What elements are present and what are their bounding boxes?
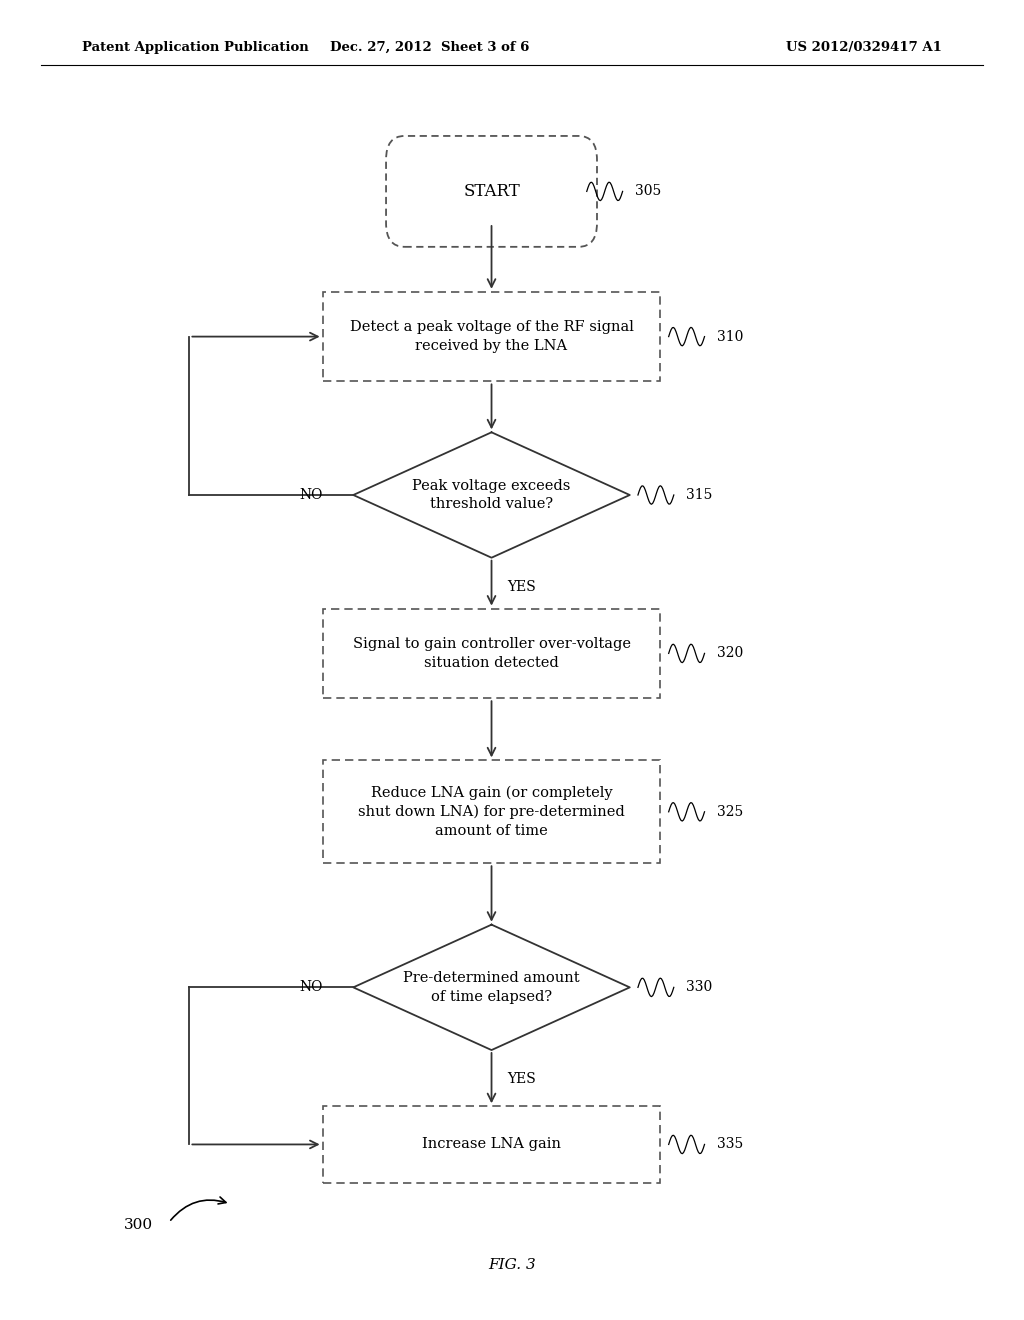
FancyBboxPatch shape xyxy=(386,136,597,247)
Text: 305: 305 xyxy=(635,185,662,198)
Text: YES: YES xyxy=(507,1072,536,1086)
Text: NO: NO xyxy=(299,981,323,994)
Text: Detect a peak voltage of the RF signal
received by the LNA: Detect a peak voltage of the RF signal r… xyxy=(349,321,634,352)
FancyBboxPatch shape xyxy=(323,609,660,698)
Text: YES: YES xyxy=(507,579,536,594)
FancyBboxPatch shape xyxy=(323,1106,660,1183)
Text: Peak voltage exceeds
threshold value?: Peak voltage exceeds threshold value? xyxy=(413,479,570,511)
Text: 315: 315 xyxy=(686,488,713,502)
Text: 310: 310 xyxy=(717,330,743,343)
Text: US 2012/0329417 A1: US 2012/0329417 A1 xyxy=(786,41,942,54)
Text: 300: 300 xyxy=(124,1218,153,1232)
Text: Signal to gain controller over-voltage
situation detected: Signal to gain controller over-voltage s… xyxy=(352,638,631,669)
FancyBboxPatch shape xyxy=(323,760,660,863)
FancyBboxPatch shape xyxy=(323,292,660,381)
Text: Patent Application Publication: Patent Application Publication xyxy=(82,41,308,54)
Text: 325: 325 xyxy=(717,805,743,818)
Text: FIG. 3: FIG. 3 xyxy=(488,1258,536,1271)
Text: 320: 320 xyxy=(717,647,743,660)
Text: Increase LNA gain: Increase LNA gain xyxy=(422,1138,561,1151)
Text: 335: 335 xyxy=(717,1138,743,1151)
Text: 330: 330 xyxy=(686,981,713,994)
Text: Dec. 27, 2012  Sheet 3 of 6: Dec. 27, 2012 Sheet 3 of 6 xyxy=(331,41,529,54)
Text: START: START xyxy=(463,183,520,199)
Text: Pre-determined amount
of time elapsed?: Pre-determined amount of time elapsed? xyxy=(403,972,580,1003)
Text: Reduce LNA gain (or completely
shut down LNA) for pre-determined
amount of time: Reduce LNA gain (or completely shut down… xyxy=(358,785,625,838)
Text: NO: NO xyxy=(299,488,323,502)
